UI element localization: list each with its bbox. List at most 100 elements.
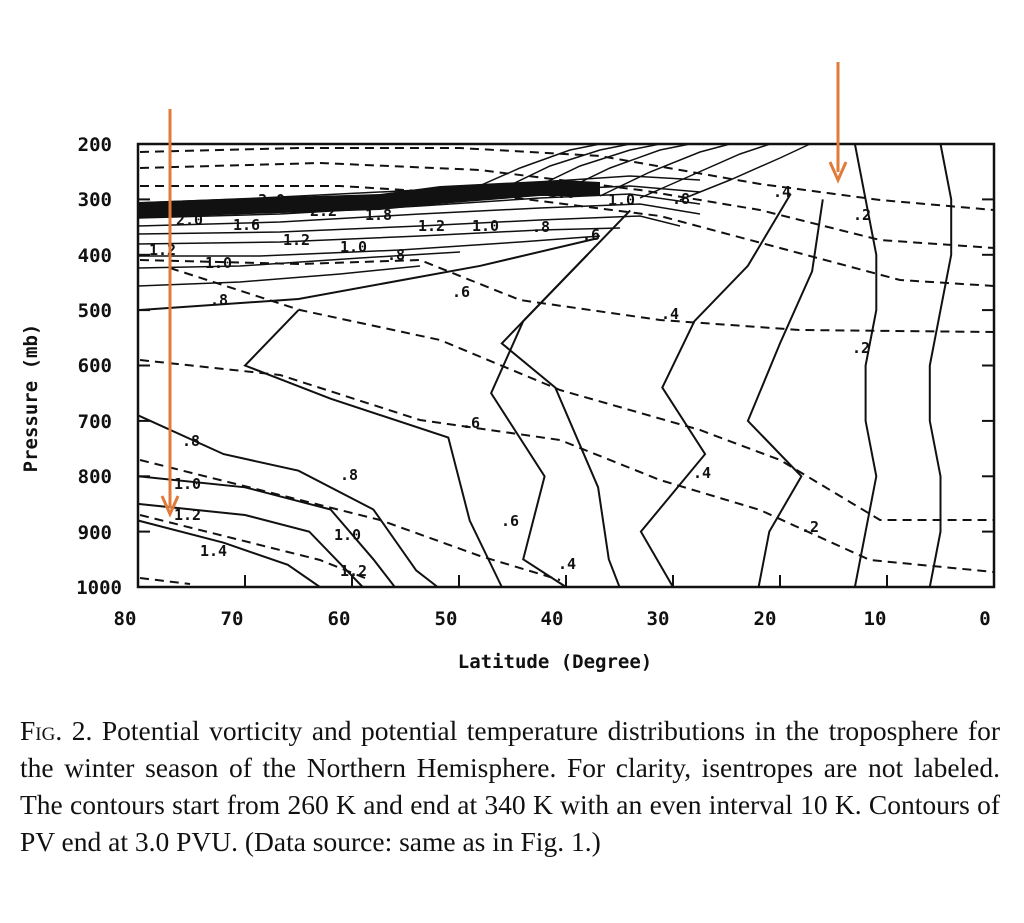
contour-label: .6 bbox=[582, 226, 600, 244]
pv-contour-line bbox=[137, 203, 701, 227]
contour-label: 1.6 bbox=[233, 216, 260, 234]
pv-contour-line bbox=[137, 475, 396, 588]
contour-label: 2.4 bbox=[443, 184, 470, 202]
contour-label: .8 bbox=[387, 246, 405, 264]
contour-label: .4 bbox=[773, 183, 791, 201]
contour-label: .8 bbox=[210, 291, 228, 309]
pv-contour-line bbox=[137, 237, 599, 312]
x-axis: 80 70 60 50 40 30 20 10 0 bbox=[114, 575, 991, 630]
isentrope-line bbox=[139, 147, 995, 211]
isentrope-line bbox=[139, 514, 371, 581]
contour-label: .6 bbox=[462, 414, 480, 432]
x-tick-label: 20 bbox=[754, 608, 777, 630]
x-tick-label: 60 bbox=[328, 608, 351, 630]
y-tick-label: 1000 bbox=[76, 577, 122, 599]
isentrope-line bbox=[139, 161, 995, 249]
pv-contour-line bbox=[137, 251, 461, 269]
pv-contour-bundle bbox=[137, 143, 811, 287]
x-axis-title: Latitude (Degree) bbox=[458, 651, 652, 673]
pv-contour-line bbox=[137, 215, 681, 235]
y-tick-label: 600 bbox=[78, 355, 112, 377]
pv-contour-line bbox=[489, 254, 589, 588]
contour-label: 1.6 bbox=[548, 184, 575, 202]
contour-label: 1.0 bbox=[174, 475, 201, 493]
contour-label: .8 bbox=[340, 466, 358, 484]
isentrope-line bbox=[140, 185, 995, 287]
contour-label: 1.4 bbox=[200, 542, 227, 560]
contour-label: 1.0 bbox=[334, 526, 361, 544]
isentrope-line bbox=[169, 267, 994, 521]
contour-label: 1.0 bbox=[340, 238, 367, 256]
y-tick-label: 900 bbox=[78, 522, 112, 544]
contour-label: .6 bbox=[452, 283, 470, 301]
pv-contour-line bbox=[639, 193, 792, 588]
pv-contour-line bbox=[137, 502, 364, 588]
contour-label: 1.0 bbox=[472, 217, 499, 235]
pv-contour-line bbox=[243, 309, 503, 588]
y-axis-title: Pressure (mb) bbox=[20, 324, 42, 473]
contour-label: 3.0 bbox=[258, 191, 285, 209]
y-tick-label: 700 bbox=[78, 411, 112, 433]
contour-label: .2 bbox=[853, 206, 871, 224]
pv-contour-line bbox=[137, 265, 421, 287]
contour-label: 1.2 bbox=[418, 217, 445, 235]
contour-label: .6 bbox=[501, 512, 519, 530]
pv-contour-line bbox=[469, 143, 601, 191]
pv-contour-line bbox=[529, 143, 661, 191]
pv-contour-line bbox=[559, 143, 691, 193]
annotation-arrows bbox=[160, 62, 848, 518]
pv-contours bbox=[137, 143, 953, 588]
x-tick-label: 50 bbox=[435, 608, 458, 630]
left-arrow-head bbox=[160, 495, 180, 518]
pv-contour-line bbox=[928, 143, 953, 588]
contour-label: 1.2 bbox=[340, 562, 367, 580]
pv-contour-line bbox=[137, 227, 621, 245]
isentrope-line bbox=[139, 577, 191, 585]
pv-contour-line bbox=[137, 193, 701, 219]
x-tick-label: 0 bbox=[979, 608, 990, 630]
pv-contour-line bbox=[599, 143, 731, 197]
contour-label: 2.2 bbox=[310, 202, 337, 220]
x-tick-label: 80 bbox=[114, 608, 137, 630]
x-tick-label: 70 bbox=[221, 608, 244, 630]
y-tick-label: 300 bbox=[78, 189, 112, 211]
contour-label: 1.0 bbox=[608, 191, 635, 209]
contour-label: .8 bbox=[182, 432, 200, 450]
contour-label: .4 bbox=[661, 305, 679, 323]
x-tick-label: 10 bbox=[864, 608, 887, 630]
chart-figure: 3.0 2.4 2.2 2.0 2.0 1.8 1.6 1.6 1.2 1.2 … bbox=[20, 62, 996, 673]
contour-label: 1.2 bbox=[283, 231, 310, 249]
contour-label: 1.8 bbox=[365, 206, 392, 224]
contour-chart: 3.0 2.4 2.2 2.0 2.0 1.8 1.6 1.6 1.2 1.2 … bbox=[20, 62, 996, 673]
contour-label: .8 bbox=[672, 190, 690, 208]
contour-label: .2 bbox=[801, 518, 819, 536]
contour-label: 2.0 bbox=[176, 211, 203, 229]
contour-label: 1.2 bbox=[174, 506, 201, 524]
high-pv-band bbox=[138, 180, 600, 218]
pv-contour-line bbox=[639, 143, 771, 199]
x-tick-label: 40 bbox=[541, 608, 564, 630]
pv-contour-line bbox=[853, 143, 878, 588]
contour-label: .4 bbox=[693, 464, 711, 482]
pv-contour-line bbox=[138, 235, 601, 257]
caption-figure-label: Fig bbox=[20, 715, 56, 746]
pv-contour-line bbox=[499, 143, 631, 191]
y-tick-label: 400 bbox=[78, 245, 112, 267]
pv-contour-line bbox=[137, 414, 439, 588]
y-tick-label: 800 bbox=[78, 466, 112, 488]
pv-contour-line bbox=[679, 143, 811, 201]
x-tick-label: 30 bbox=[647, 608, 670, 630]
right-arrow-head bbox=[828, 161, 848, 184]
isentrope-line bbox=[139, 258, 995, 333]
contour-label: .2 bbox=[852, 339, 870, 357]
pv-contour-line bbox=[137, 519, 321, 588]
pv-contour-line bbox=[746, 199, 824, 588]
contour-label: .8 bbox=[532, 218, 550, 236]
y-tick-label: 200 bbox=[78, 134, 112, 156]
y-axis: 200 300 400 500 600 700 800 900 1000 bbox=[76, 134, 994, 599]
contour-label: 1.2 bbox=[149, 241, 176, 259]
contour-label: 1.0 bbox=[205, 254, 232, 272]
contour-label: 2.0 bbox=[497, 184, 524, 202]
figure-caption: Fig. 2. Potential vorticity and potentia… bbox=[20, 712, 1000, 860]
isentrope-line bbox=[139, 359, 995, 573]
